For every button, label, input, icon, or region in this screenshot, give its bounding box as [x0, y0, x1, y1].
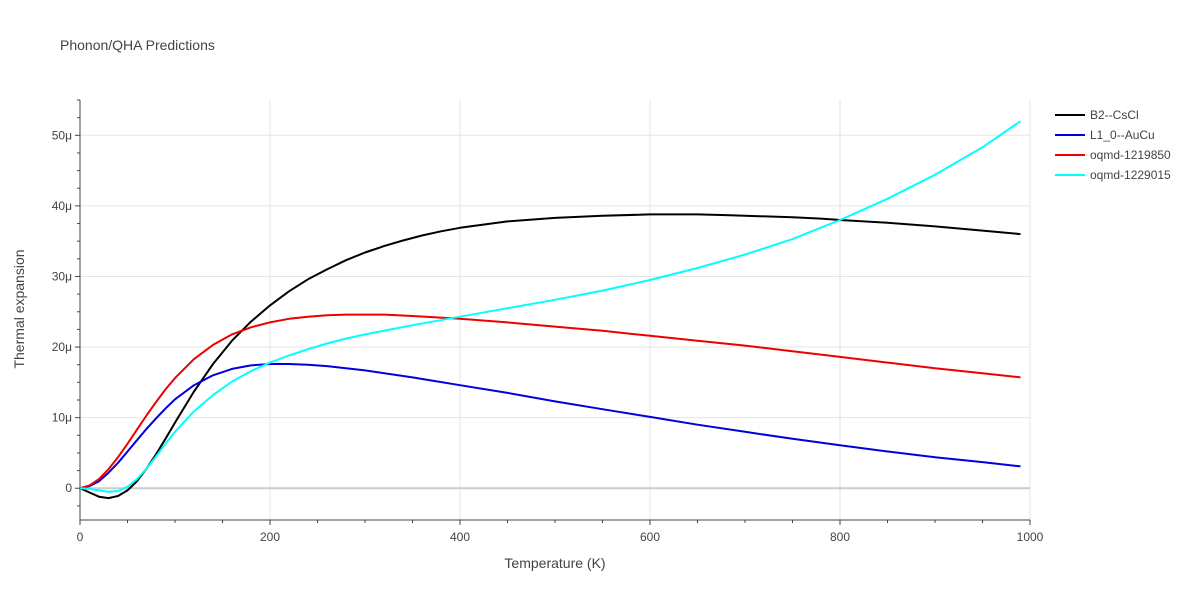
x-tick-label: 0 — [77, 530, 84, 544]
tick-labels: 0 200 400 600 800 1000 0 10μ 20μ 30μ 40μ 50μ — [52, 128, 1044, 544]
series-line-oqmd-1219850 — [79, 313, 1021, 490]
y-tick-label: 20μ — [52, 340, 72, 354]
x-tick-label: 200 — [260, 530, 280, 544]
x-tick-label: 600 — [640, 530, 660, 544]
legend-item[interactable]: B2--CsCl — [1055, 108, 1139, 122]
x-tick-label: 400 — [450, 530, 470, 544]
legend-label: L1_0--AuCu — [1090, 128, 1155, 142]
legend-label: oqmd-1219850 — [1090, 148, 1171, 162]
legend-label: B2--CsCl — [1090, 108, 1139, 122]
legend-item[interactable]: oqmd-1219850 — [1055, 148, 1171, 162]
series-lines — [79, 120, 1022, 500]
x-axis-title: Temperature (K) — [504, 555, 605, 571]
legend-item[interactable]: L1_0--AuCu — [1055, 128, 1155, 142]
chart-title: Phonon/QHA Predictions — [60, 37, 215, 53]
legend-label: oqmd-1229015 — [1090, 168, 1171, 182]
x-tick-label: 1000 — [1017, 530, 1044, 544]
legend[interactable]: B2--CsCl L1_0--AuCu oqmd-1219850 oqmd-12290… — [1055, 108, 1171, 182]
x-tick-label: 800 — [830, 530, 850, 544]
y-tick-label: 30μ — [52, 269, 72, 283]
axes — [75, 99, 1031, 525]
y-tick-label: 50μ — [52, 128, 72, 142]
y-tick-label: 0 — [65, 481, 72, 495]
y-axis-title: Thermal expansion — [11, 249, 27, 368]
series-line-l1-0-aucu — [79, 363, 1021, 490]
y-tick-label: 40μ — [52, 199, 72, 213]
legend-item[interactable]: oqmd-1229015 — [1055, 168, 1171, 182]
series-line-oqmd-1229015 — [79, 120, 1022, 493]
y-tick-label: 10μ — [52, 411, 72, 425]
